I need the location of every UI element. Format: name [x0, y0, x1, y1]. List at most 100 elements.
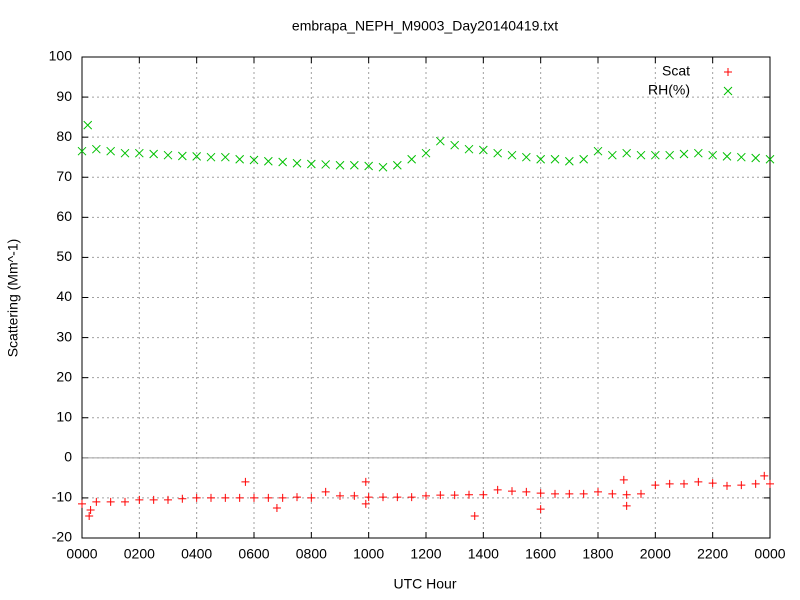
point	[522, 487, 531, 496]
point	[106, 497, 115, 506]
x-tick-label: 1400	[468, 546, 499, 562]
point	[619, 475, 628, 484]
x-tick-label: 1600	[525, 546, 556, 562]
point	[364, 161, 374, 171]
point	[622, 148, 632, 158]
point	[766, 479, 774, 488]
point	[579, 489, 588, 498]
point	[278, 493, 287, 502]
point	[737, 481, 746, 490]
x-tick-label: 2200	[697, 546, 728, 562]
point	[536, 489, 545, 498]
point	[91, 144, 101, 154]
point	[220, 152, 230, 162]
x-tick-label: 1800	[582, 546, 613, 562]
x-tick-label: 2000	[640, 546, 671, 562]
x-tick-label: 1000	[353, 546, 384, 562]
point	[85, 511, 94, 520]
point	[135, 495, 144, 504]
x-tick-label: 0400	[181, 546, 212, 562]
point	[164, 495, 172, 504]
point	[86, 505, 95, 514]
point	[92, 497, 101, 506]
legend-label: Scat	[662, 63, 690, 79]
point	[708, 479, 717, 488]
y-tick-label: 60	[56, 208, 72, 224]
legend-marker	[724, 68, 732, 76]
point	[207, 493, 215, 502]
point	[679, 149, 689, 159]
point	[450, 140, 460, 150]
point	[521, 152, 531, 162]
point	[272, 503, 281, 512]
point	[478, 145, 488, 155]
point	[564, 156, 574, 166]
point	[450, 491, 459, 500]
point	[650, 150, 660, 160]
point	[760, 471, 769, 480]
point	[651, 481, 660, 490]
point	[149, 495, 158, 504]
point	[421, 148, 431, 158]
legend-marker	[723, 86, 733, 96]
y-tick-label: 10	[56, 408, 72, 424]
point	[594, 487, 602, 496]
point	[120, 148, 130, 158]
point	[177, 151, 187, 161]
point	[465, 490, 473, 499]
point	[378, 162, 388, 172]
point	[307, 493, 316, 502]
point	[364, 493, 373, 502]
point	[235, 493, 244, 502]
point	[593, 146, 603, 156]
point	[751, 153, 761, 163]
point	[407, 493, 416, 502]
point	[551, 489, 559, 498]
y-axis-label: Scattering (Mm^-1)	[5, 239, 21, 358]
point	[493, 485, 502, 494]
point	[249, 155, 259, 165]
point	[470, 511, 479, 520]
x-tick-label: 0800	[296, 546, 327, 562]
point	[192, 493, 201, 502]
point	[622, 490, 631, 499]
point	[723, 481, 731, 490]
x-tick-label: 0600	[238, 546, 269, 562]
point	[292, 158, 302, 168]
point	[694, 477, 703, 486]
point	[134, 148, 144, 158]
point	[350, 491, 359, 500]
point	[636, 150, 646, 160]
x-tick-label: 0000	[754, 546, 785, 562]
legend-label: RH(%)	[648, 82, 690, 98]
point	[392, 160, 402, 170]
point	[83, 120, 93, 130]
point	[78, 499, 86, 508]
y-tick-label: 80	[56, 128, 72, 144]
point	[422, 491, 430, 500]
point	[293, 493, 301, 502]
point	[336, 491, 344, 500]
point	[479, 490, 488, 499]
point	[321, 160, 331, 169]
y-tick-label: 0	[64, 449, 72, 465]
point	[708, 150, 718, 160]
point	[680, 479, 688, 488]
y-tick-label: 30	[56, 328, 72, 344]
point	[221, 493, 230, 502]
point	[722, 152, 732, 161]
y-tick-label: 90	[56, 88, 72, 104]
chart-title: embrapa_NEPH_M9003_Day20140419.txt	[292, 18, 558, 34]
y-tick-label: 70	[56, 168, 72, 184]
point	[637, 489, 645, 498]
point	[361, 499, 370, 508]
point	[765, 154, 775, 164]
point	[379, 493, 387, 502]
point	[608, 489, 617, 498]
point	[693, 148, 703, 158]
y-tick-label: 50	[56, 248, 72, 264]
point	[579, 154, 589, 164]
point	[464, 144, 474, 154]
point	[250, 493, 258, 502]
